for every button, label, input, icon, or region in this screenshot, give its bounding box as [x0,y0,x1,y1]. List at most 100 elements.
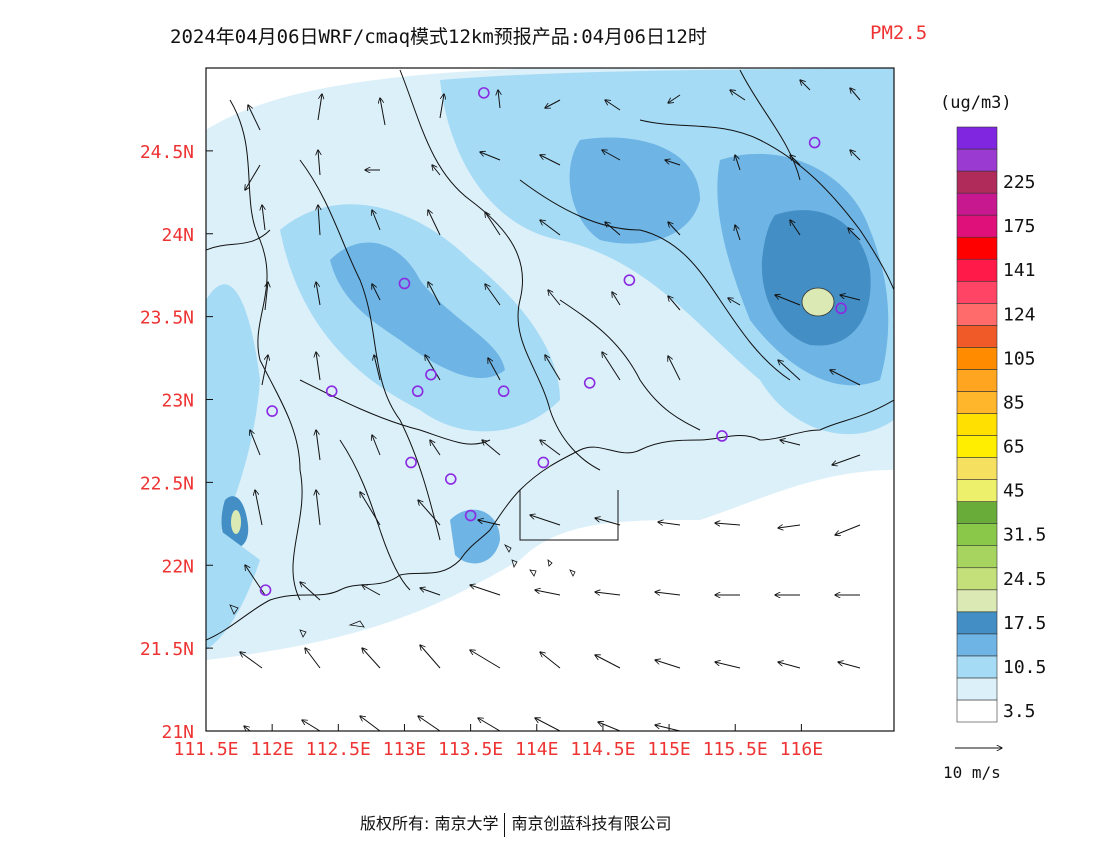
lat-tick-label: 23.5N [140,308,194,329]
station-marker [583,377,596,389]
legend-swatch [956,479,998,502]
company-text: 南京创蓝科技有限公司 [511,814,672,833]
lon-tick-label: 114E [515,739,558,760]
legend-label: 45 [1003,481,1025,502]
lon-tick-label: 112.5E [306,739,371,760]
lon-tick-label: 112E [250,739,293,760]
legend-swatch [956,677,998,701]
legend-label: 141 [1003,260,1036,281]
legend-swatch [956,655,998,679]
legend-swatch [956,545,998,569]
shade-dark-central [330,242,505,379]
station-marker [398,277,411,290]
legend-label: 31.5 [1003,525,1046,546]
legend-swatch [956,567,998,591]
shade-darkest-east [761,210,871,346]
lat-tick-label: 22.5N [140,473,194,494]
legend-swatch [956,457,998,480]
legend-swatch [956,347,998,370]
legend-swatch [956,325,998,348]
legend-swatch [956,633,998,657]
lat-tick-label: 24.5N [140,142,194,163]
legend-swatch [956,148,998,172]
legend-swatch [956,391,998,414]
lon-tick-label: 116E [780,739,823,760]
shade-hotspot-east [801,287,835,317]
lon-tick-label: 113E [383,739,426,760]
legend-unit: (ug/m3) [940,93,1012,113]
legend-swatch [956,126,998,150]
lat-tick-label: 21.5N [140,639,194,660]
map-title: 2024年04月06日WRF/cmaq模式12km预报产品:04月06日12时 [170,26,707,48]
lon-tick-label: 114.5E [570,739,635,760]
lon-tick-label: 115E [647,739,690,760]
legend-swatch [956,435,998,458]
lat-tick-label: 21N [161,722,194,743]
wind-reference: 10 m/s [943,748,1002,782]
legend-label: 105 [1003,348,1036,369]
color-legend: (ug/m3) 3.5 10.5 17.5 24.5 31.5 45 65 85 105 124 1… [940,93,1046,723]
wind-reference-label: 10 m/s [943,763,1001,782]
hk-boundary [519,490,619,541]
station-marker [464,509,477,522]
copyright-text: 版权所有: 南京大学 [360,814,499,833]
station-marker [259,584,272,596]
legend-swatch [956,258,998,282]
station-marker [325,385,338,398]
footer-separator [504,812,506,837]
longitude-axis: 111.5E 112E 112.5E 113E 113.5E 114E 114.5E 115E… [173,724,823,760]
lat-tick-label: 23N [161,391,194,412]
station-marker [808,136,821,149]
legend-swatch [956,192,998,216]
legend-label: 17.5 [1003,613,1046,634]
station-marker [425,368,437,381]
legend-label: 124 [1003,304,1036,325]
legend-swatch [956,589,998,613]
legend-label: 24.5 [1003,569,1046,590]
legend-swatch [956,369,998,392]
footer: 版权所有: 南京大学 南京创蓝科技有限公司 [360,810,672,837]
station-marker [497,385,510,398]
legend-swatch [956,699,998,723]
legend-swatch [956,280,998,304]
legend-label: 3.5 [1003,701,1036,722]
variable-label: PM2.5 [870,22,928,44]
legend-swatch [956,170,998,194]
shade-mid-west [206,284,260,560]
lon-tick-label: 113.5E [438,739,503,760]
station-markers [259,87,847,596]
lat-tick-label: 24N [161,225,194,246]
station-marker [623,274,636,286]
lon-tick-label: 111.5E [173,739,238,760]
concentration-field [206,68,894,731]
legend-swatch [956,236,998,260]
shade-pearl-river [450,509,500,564]
station-marker [266,405,278,417]
station-marker [537,456,550,469]
station-marker [411,385,424,398]
legend-label: 65 [1003,437,1025,458]
geographic-boundaries [206,69,894,641]
legend-swatch [956,413,998,436]
legend-swatch [956,302,998,326]
legend-label: 10.5 [1003,657,1046,678]
station-marker [716,430,728,442]
legend-swatch [956,501,998,524]
legend-swatch [956,611,998,635]
legend-swatch [956,523,998,547]
islands [229,544,576,638]
station-marker [444,473,457,485]
legend-label: 225 [1003,172,1036,193]
station-marker [405,456,417,469]
lat-tick-label: 22N [161,556,194,577]
shade-sea-blue [206,520,260,650]
station-marker [478,87,490,99]
legend-label: 85 [1003,392,1025,413]
coastline [206,399,894,641]
latitude-axis: 21N 21.5N 22N 22.5N 23N 23.5N 24N 24.5N [140,142,213,743]
station-marker [835,302,847,315]
legend-label: 175 [1003,216,1036,237]
lon-tick-label: 115.5E [703,739,768,760]
legend-swatch [956,214,998,238]
